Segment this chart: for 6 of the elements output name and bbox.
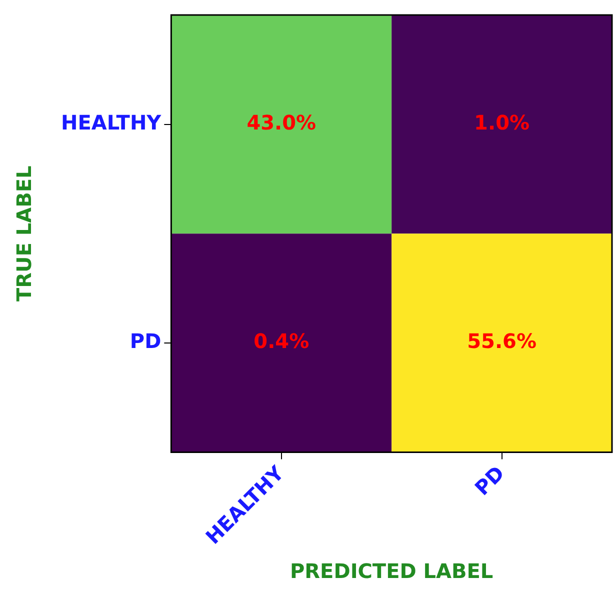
y-axis-title: TRUE LABEL xyxy=(12,165,36,302)
data-label: 1.0% xyxy=(474,110,530,134)
data-label: 43.0% xyxy=(246,110,316,134)
x-axis-title: PREDICTED LABEL xyxy=(290,559,494,584)
data-label: 0.4% xyxy=(254,329,310,354)
data-label: 55.6% xyxy=(467,329,536,354)
